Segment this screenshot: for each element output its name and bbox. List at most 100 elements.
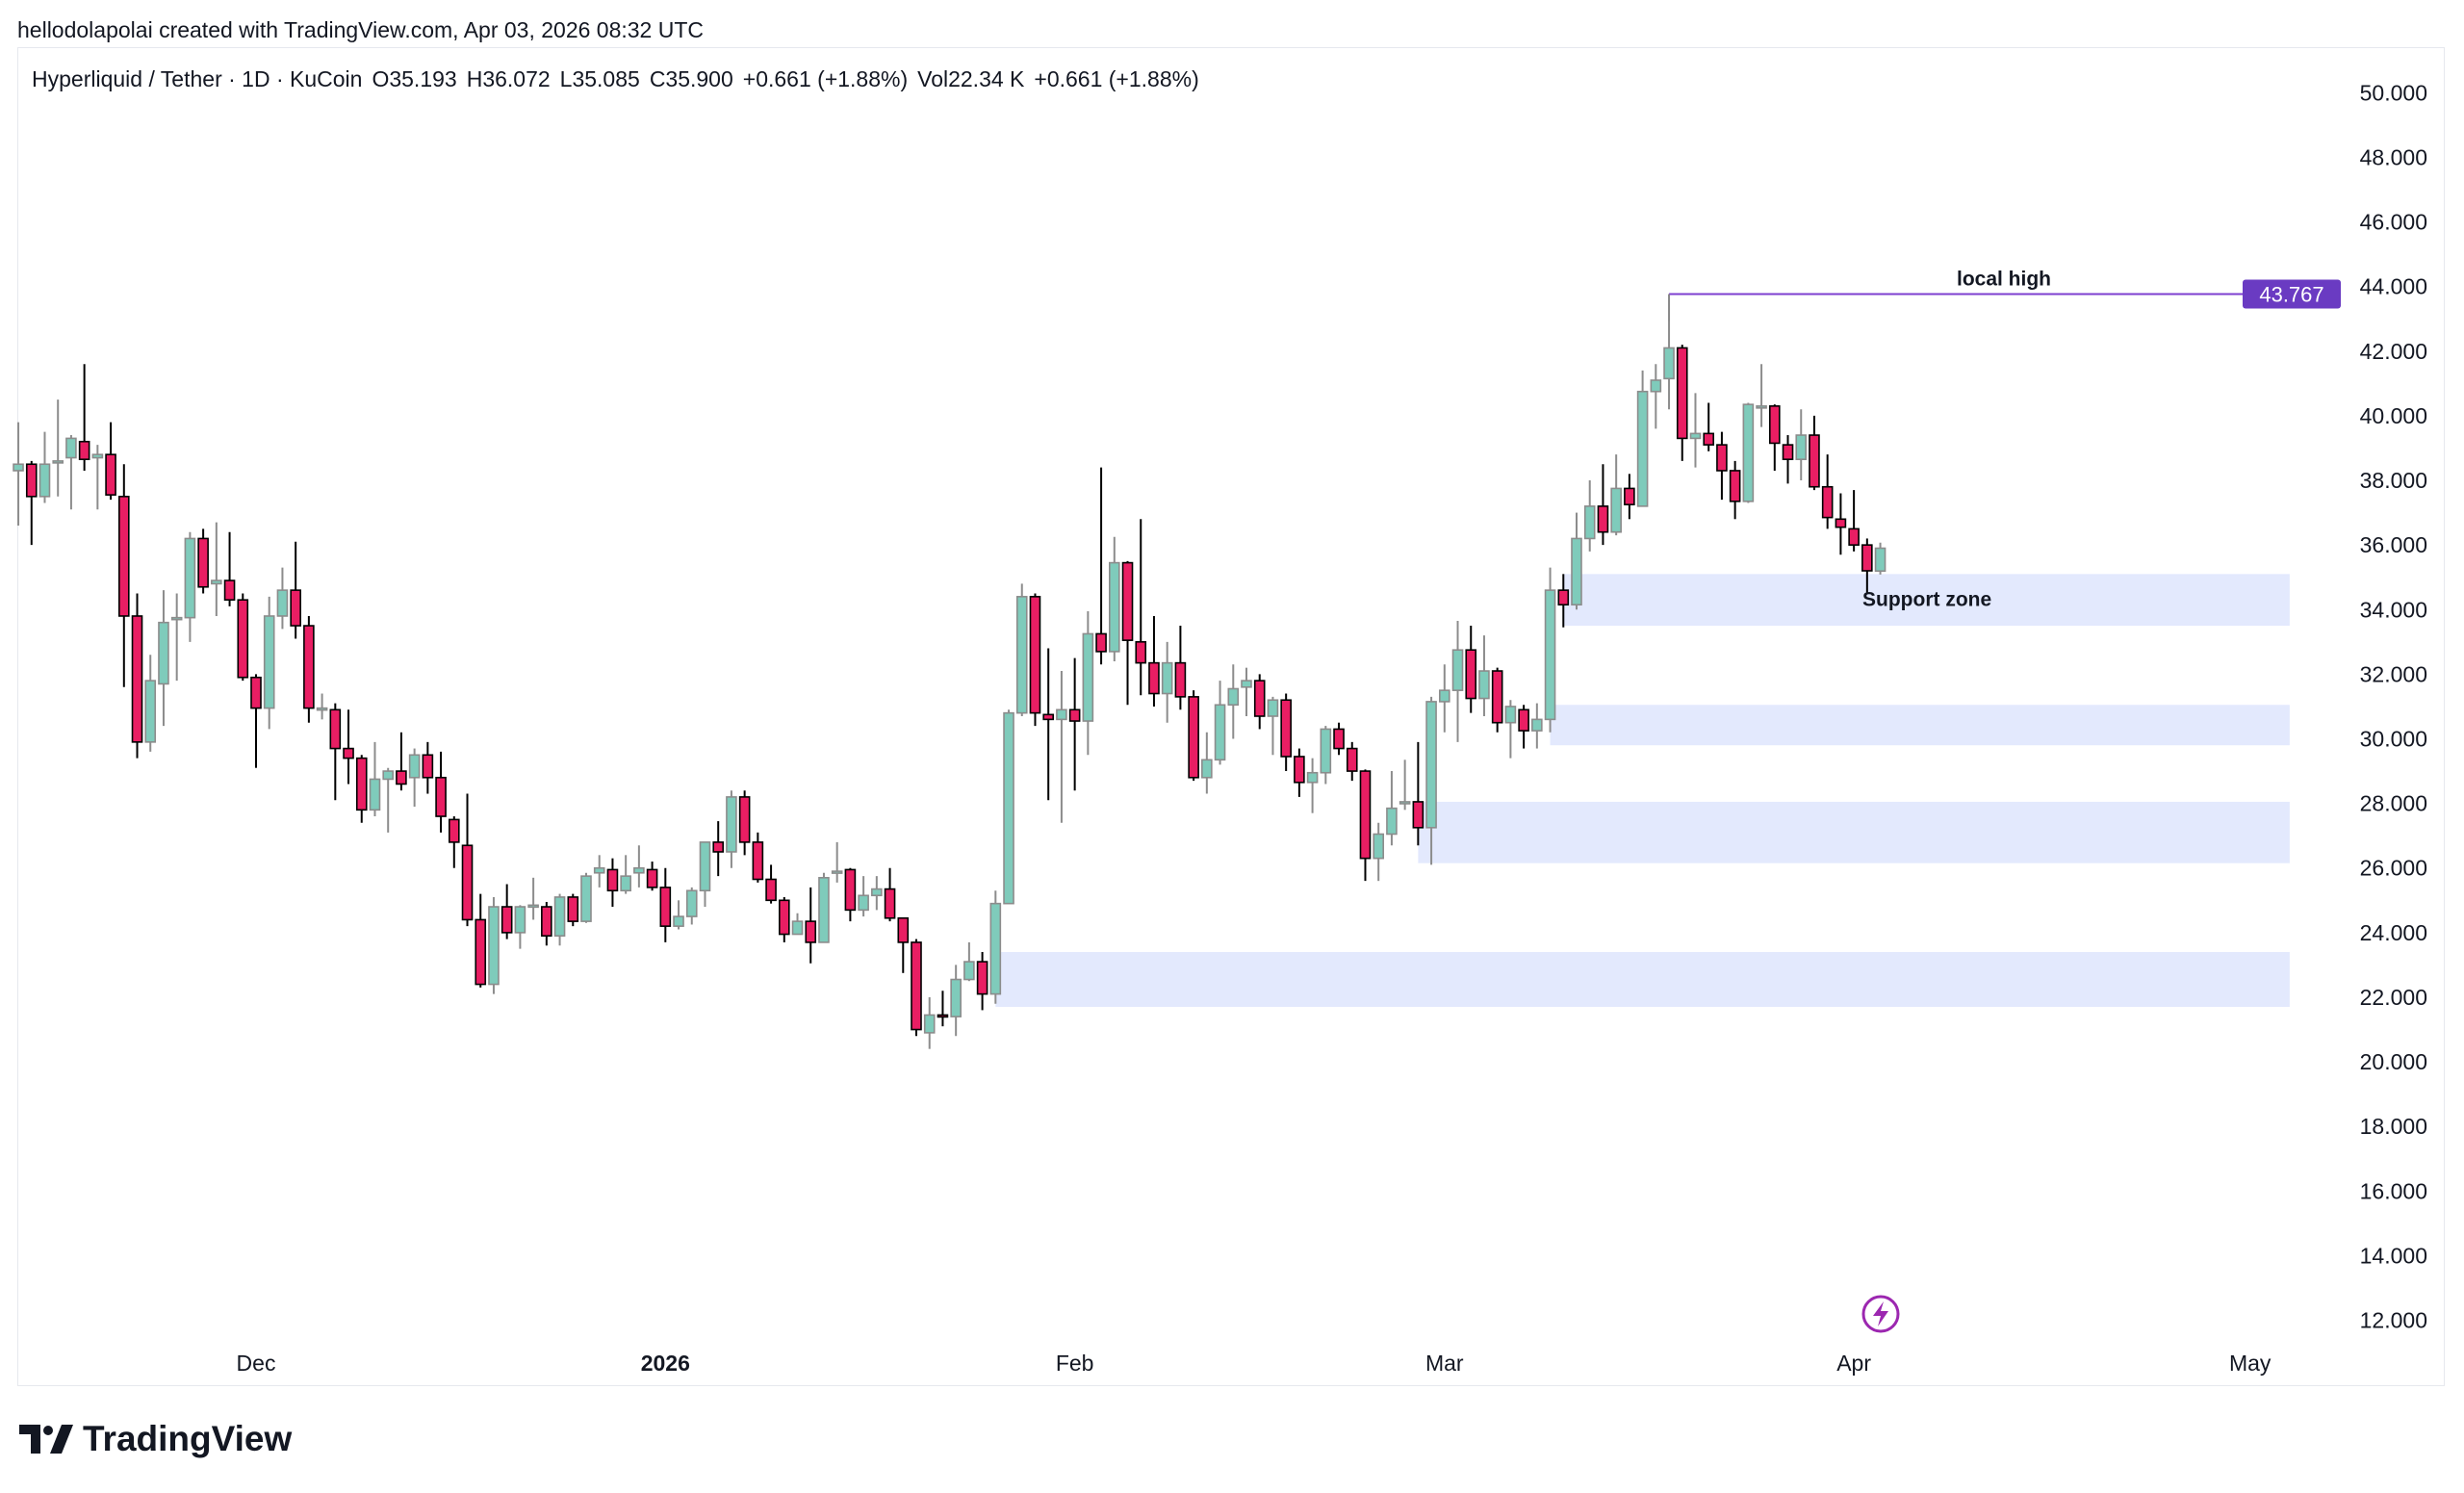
- candle: [211, 522, 222, 616]
- candle: [950, 965, 962, 1037]
- candle: [831, 841, 843, 883]
- candle: [989, 890, 1002, 1004]
- support-zone-label: Support zone: [1862, 588, 1991, 610]
- candle-body: [1821, 485, 1834, 519]
- candle-body: [791, 920, 804, 936]
- candle: [1769, 404, 1781, 471]
- candle: [580, 872, 592, 923]
- lightning-icon[interactable]: [1861, 1295, 1900, 1333]
- candle-body: [131, 615, 143, 743]
- candle-body: [1518, 708, 1529, 732]
- candle: [65, 435, 77, 510]
- price-tick-label: 16.000: [2360, 1178, 2427, 1203]
- candle: [369, 741, 381, 817]
- candle: [1557, 574, 1570, 628]
- local-high-label: local high: [1957, 268, 2051, 290]
- tradingview-logo[interactable]: TradingView: [19, 1419, 292, 1459]
- zone-rect: [1563, 574, 2290, 627]
- candle: [738, 790, 751, 856]
- candle-body: [158, 621, 169, 685]
- candle: [1518, 705, 1529, 749]
- candle: [170, 593, 183, 682]
- candle-body: [1267, 699, 1279, 717]
- candle: [1320, 726, 1332, 785]
- candle-body: [78, 440, 90, 461]
- candle-body: [1346, 747, 1358, 772]
- candle-body: [580, 875, 592, 922]
- low-value: L35.085: [559, 66, 640, 91]
- candle: [1068, 657, 1081, 791]
- candle-body: [1241, 680, 1252, 688]
- candle-body: [1597, 505, 1609, 533]
- candle-body: [461, 844, 474, 921]
- candle: [911, 939, 922, 1037]
- candle-body: [514, 906, 526, 934]
- candle-body: [1809, 434, 1820, 488]
- candle-body: [673, 915, 684, 927]
- symbol-title[interactable]: Hyperliquid / Tether · 1D · KuCoin: [32, 66, 363, 91]
- candle: [1544, 567, 1556, 733]
- candle: [1161, 641, 1173, 723]
- candle-body: [118, 495, 130, 617]
- candle-body: [606, 868, 619, 892]
- candle-body: [871, 888, 883, 897]
- time-tick-label: Feb: [1056, 1351, 1094, 1376]
- price-tick-label: 42.000: [2360, 339, 2427, 364]
- candle: [290, 541, 301, 639]
- volume-change-value: +0.661 (+1.88%): [1034, 66, 1199, 91]
- time-tick-label: 2026: [641, 1351, 690, 1376]
- candle-body: [52, 460, 64, 464]
- candle: [1029, 593, 1041, 727]
- candle-body: [950, 978, 962, 1017]
- candle-body: [422, 754, 434, 779]
- candle-body: [223, 579, 236, 601]
- candle: [1491, 667, 1503, 733]
- candle: [1109, 536, 1120, 661]
- candle-body: [1703, 432, 1714, 446]
- candle-body: [237, 599, 249, 679]
- candle-body: [923, 1014, 936, 1034]
- candle-body: [844, 868, 857, 912]
- candle: [1412, 741, 1424, 846]
- candle-body: [184, 537, 196, 619]
- candle-body: [1848, 528, 1860, 546]
- candle-body: [38, 463, 51, 498]
- close-value: C35.900: [649, 66, 733, 91]
- candle: [1148, 615, 1160, 707]
- candle-body: [752, 841, 764, 881]
- candle: [343, 709, 354, 785]
- candle-body: [263, 615, 275, 709]
- candle-body: [1544, 589, 1556, 721]
- time-tick-label: Mar: [1425, 1351, 1464, 1376]
- candle: [726, 790, 737, 868]
- candle: [884, 867, 896, 922]
- candle: [1795, 409, 1808, 481]
- candle: [818, 872, 830, 943]
- candle: [422, 741, 434, 794]
- candle-body: [1109, 561, 1120, 653]
- candle-body: [1425, 701, 1437, 829]
- candle: [646, 862, 658, 891]
- candle: [1373, 822, 1384, 882]
- candle: [1214, 681, 1226, 765]
- candle-body: [989, 902, 1002, 995]
- candle: [38, 431, 51, 503]
- candle: [897, 916, 910, 973]
- candle-body: [553, 896, 566, 938]
- candle-body: [1557, 589, 1570, 606]
- candle: [659, 867, 672, 942]
- zones-layer: [995, 574, 2290, 1008]
- candle: [844, 867, 857, 922]
- candle-body: [1451, 649, 1464, 691]
- candle-body: [1795, 434, 1808, 461]
- candle: [1439, 664, 1450, 733]
- candle-body: [500, 906, 513, 934]
- price-tick-label: 36.000: [2360, 532, 2427, 557]
- candle: [118, 464, 130, 687]
- candle-body: [1280, 699, 1292, 758]
- candle: [1742, 402, 1755, 503]
- candle-body: [1056, 708, 1067, 721]
- candle-body: [1491, 670, 1503, 724]
- price-tick-label: 28.000: [2360, 791, 2427, 816]
